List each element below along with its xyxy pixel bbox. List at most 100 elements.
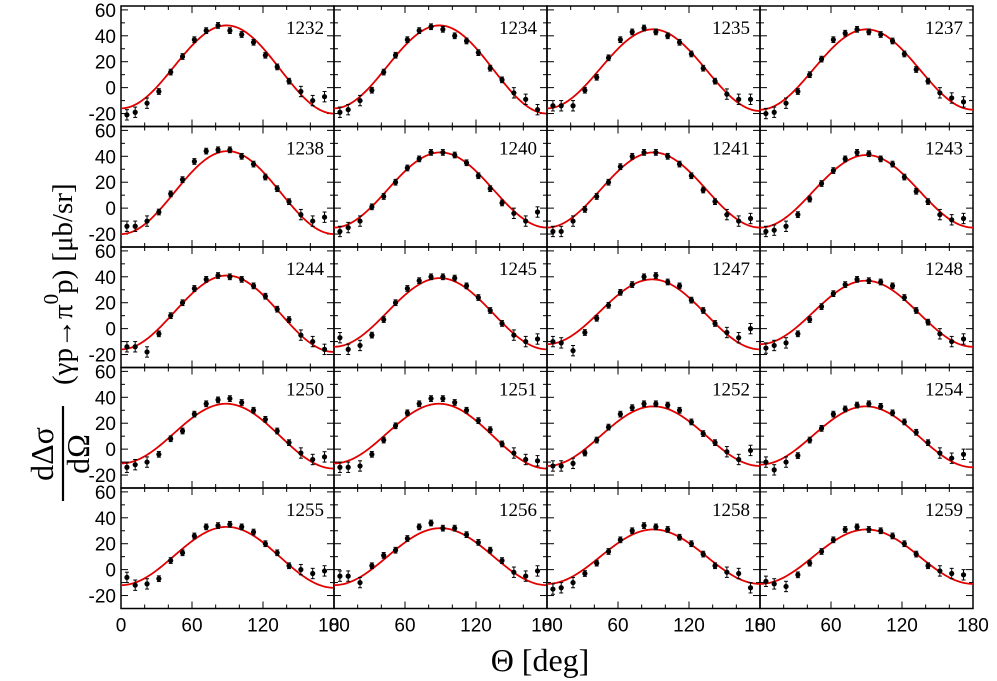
data-point xyxy=(239,399,245,406)
data-point xyxy=(830,291,836,297)
data-point xyxy=(795,331,801,337)
x-tick-label: 120 xyxy=(673,616,705,637)
data-point xyxy=(913,307,919,314)
data-point xyxy=(724,449,730,455)
data-point xyxy=(345,573,351,579)
data-point xyxy=(641,274,647,280)
data-point xyxy=(842,526,848,533)
data-point xyxy=(854,402,860,408)
data-point xyxy=(179,428,186,434)
data-point xyxy=(795,88,801,95)
data-point xyxy=(653,401,659,407)
y-tick-label: -20 xyxy=(89,225,116,246)
data-point xyxy=(629,405,635,411)
panel-1241: 1241 xyxy=(546,125,761,248)
data-point xyxy=(203,276,209,282)
panel-1258: 1258 0 60 120 180 xyxy=(542,487,776,637)
data-point xyxy=(700,551,706,557)
data-point xyxy=(132,223,138,229)
energy-label: 1243 xyxy=(925,139,963,160)
data-point xyxy=(168,313,174,319)
data-point xyxy=(392,547,399,553)
panel-1250: 1250 -20 0 20 40 60 xyxy=(89,362,335,489)
panel-1240: 1240 xyxy=(333,125,548,248)
y-tick-label: 40 xyxy=(95,268,116,289)
data-point xyxy=(475,418,481,424)
data-point xyxy=(854,276,860,282)
data-point xyxy=(452,399,458,406)
data-point xyxy=(889,283,896,289)
data-point xyxy=(558,463,564,469)
data-point xyxy=(795,212,801,218)
data-point xyxy=(310,97,316,104)
data-point xyxy=(913,429,919,435)
panel-1237: 1237 xyxy=(759,5,974,128)
x-tick-label: 0 xyxy=(329,616,340,637)
data-point xyxy=(168,557,174,564)
data-point xyxy=(771,467,777,473)
data-point xyxy=(582,206,588,213)
data-point xyxy=(582,87,588,93)
data-point xyxy=(416,278,422,284)
data-point xyxy=(676,39,683,45)
data-point xyxy=(641,401,647,407)
data-point xyxy=(381,552,387,558)
data-point xyxy=(925,563,931,569)
panel-1235: 1235 xyxy=(546,5,761,128)
data-point xyxy=(913,551,919,557)
data-point xyxy=(582,329,588,336)
data-point xyxy=(250,529,257,535)
data-point xyxy=(274,64,280,70)
data-point xyxy=(337,335,343,341)
y-axis-denominator: dΩ xyxy=(60,434,96,474)
data-point xyxy=(499,200,505,206)
y-tick-label: 60 xyxy=(95,121,116,142)
data-point xyxy=(901,174,907,180)
data-point xyxy=(534,458,541,464)
data-point xyxy=(274,550,280,556)
data-point xyxy=(550,338,556,345)
data-point xyxy=(818,425,825,431)
data-point xyxy=(124,574,130,581)
data-point xyxy=(676,283,683,289)
data-point xyxy=(227,28,233,34)
data-point xyxy=(227,521,233,527)
data-point xyxy=(345,346,351,352)
data-point xyxy=(960,572,967,578)
data-point xyxy=(842,281,848,288)
data-point xyxy=(274,306,280,312)
data-point xyxy=(428,274,434,280)
energy-label: 1255 xyxy=(286,500,324,521)
data-point xyxy=(747,585,754,591)
data-point xyxy=(712,78,718,84)
panel-1247: 1247 xyxy=(546,246,761,369)
data-point xyxy=(191,285,197,292)
data-point xyxy=(124,344,130,350)
panel-frame xyxy=(759,487,974,610)
data-point xyxy=(440,149,446,156)
data-point xyxy=(889,533,896,539)
data-point xyxy=(641,25,647,31)
data-point xyxy=(558,103,564,109)
data-point xyxy=(937,212,943,218)
energy-label: 1247 xyxy=(712,259,750,280)
data-point xyxy=(736,456,742,463)
data-point xyxy=(381,69,387,75)
y-tick-label: 20 xyxy=(95,294,116,315)
data-point xyxy=(830,537,836,543)
data-point xyxy=(878,528,884,534)
data-point xyxy=(736,96,742,102)
data-point xyxy=(747,215,754,222)
data-point xyxy=(771,227,777,233)
data-point xyxy=(594,193,600,200)
energy-label: 1245 xyxy=(499,259,537,280)
data-point xyxy=(605,302,612,308)
data-point xyxy=(357,97,363,104)
data-point xyxy=(605,424,612,430)
data-point xyxy=(688,419,694,425)
x-tick-label: 180 xyxy=(318,616,350,637)
data-point xyxy=(653,29,659,35)
panel-1256: 1256 0 60 120 180 xyxy=(329,487,563,637)
